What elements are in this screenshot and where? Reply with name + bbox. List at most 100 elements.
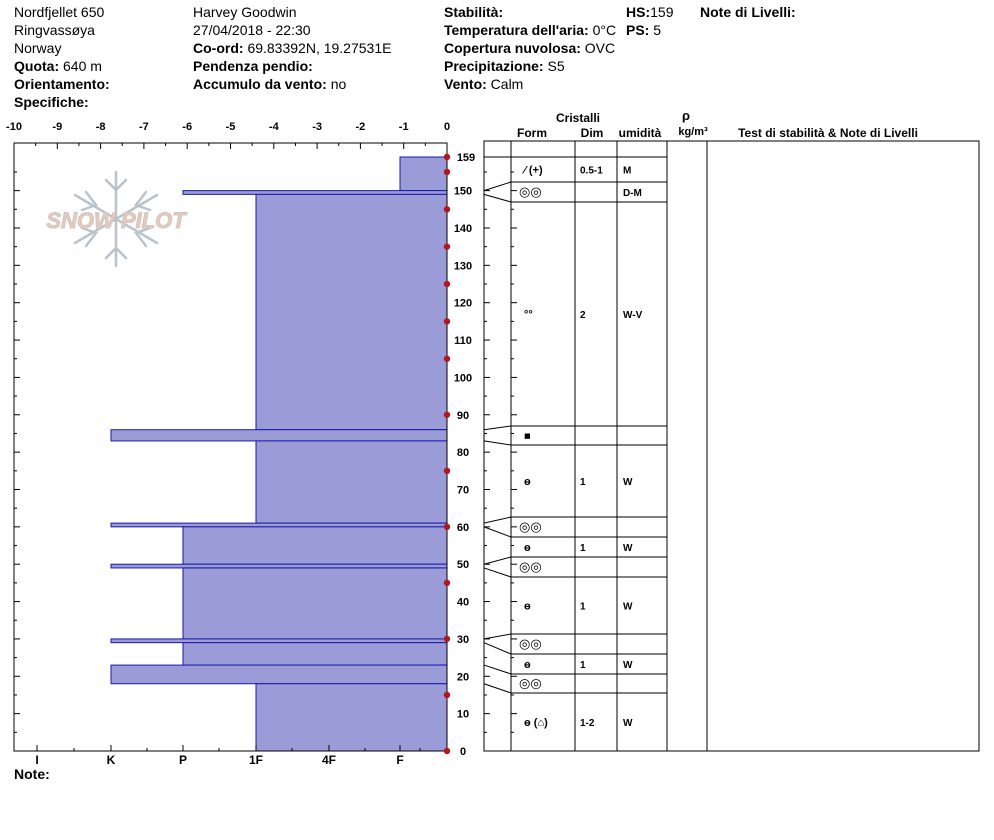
hardness-bar [182, 567, 448, 640]
layer-connector [483, 683, 512, 694]
layer-connector [483, 633, 512, 640]
temperature-point [443, 579, 451, 587]
layer-connector [483, 556, 512, 565]
height-tick-label: 30 [457, 634, 469, 646]
height-tick-label: 110 [454, 335, 472, 347]
grain-form: ɵ (⌂) [524, 717, 548, 729]
height-tick-label: 0 [460, 746, 466, 758]
layer-connector [483, 526, 512, 538]
grain-form: ■ [524, 431, 531, 443]
hardness-bar [182, 190, 448, 195]
altitude: Quota: 640 m [14, 58, 102, 74]
temp-tick-label: -4 [269, 121, 280, 133]
temperature-point [443, 355, 451, 362]
layer-connector [483, 642, 512, 655]
grain-size: 0.5-1 [580, 166, 603, 177]
coordinates: Co-ord: 69.83392N, 19.27531E [193, 40, 392, 56]
hardness-bar [110, 563, 448, 569]
observer: Harvey Goodwin [193, 4, 297, 20]
temp-tick-label: -5 [226, 121, 236, 133]
height-tick-label: 70 [457, 484, 469, 496]
hardness-label: 4F [322, 753, 336, 767]
hardness-bar [255, 440, 448, 524]
column-headers: Cristalli Form Dim umidità ρ kg/m³ Test … [517, 108, 918, 140]
temperature-point [443, 747, 451, 755]
form-header: Form [517, 126, 547, 140]
temp-tick-label: -1 [399, 121, 409, 133]
snowflake-icon [73, 170, 159, 268]
layer-connector [483, 181, 512, 192]
stability-notes-header: Test di stabilità & Note di Livelli [738, 126, 918, 140]
penetration: PS: 5 [626, 22, 662, 38]
location: Ringvassøya [14, 22, 95, 38]
cloud-cover: Copertura nuvolosa: OVC [444, 40, 616, 56]
table-frame [483, 140, 980, 752]
grain-form: ɵ [524, 659, 531, 671]
temperature-point [443, 411, 451, 418]
moisture-value: W [623, 660, 633, 671]
height-tick-label: 10 [457, 709, 469, 721]
hardness-label: P [179, 753, 187, 767]
height-tick-label: 60 [457, 522, 469, 534]
density-symbol: ρ [682, 108, 690, 123]
moisture-value: W [623, 477, 633, 488]
grain-form: ◎◎ [519, 559, 542, 574]
moisture-value: W [623, 718, 633, 729]
size-header: Dim [581, 126, 604, 140]
hardness-label: I [35, 753, 38, 767]
height-tick-label: 90 [457, 410, 469, 422]
air-temperature: Temperatura dell'aria: 0°C [444, 22, 617, 38]
grain-form: ◎◎ [519, 519, 542, 534]
watermark-text: SNOW PILOT [46, 208, 187, 233]
layer-notes-title: Note di Livelli: [700, 4, 796, 20]
grain-size: 1 [580, 543, 586, 554]
stability: Stabilità: [444, 4, 504, 20]
density-unit: kg/m³ [678, 126, 708, 138]
hardness-bar [182, 526, 448, 565]
crystals-header: Cristalli [556, 111, 600, 125]
moisture-value: W-V [623, 310, 643, 321]
left-axes: -10 -9 -8 -7 -6 -5 -4 -3 -2 -1 0I K P 1F 4F F0102030405… [6, 121, 517, 767]
temp-tick-label: -7 [139, 121, 149, 133]
temperature-point [443, 691, 451, 699]
temperature-point [443, 153, 451, 161]
hardness-profile [110, 156, 448, 752]
height-tick-label: 140 [454, 223, 472, 235]
temperature-point [443, 318, 451, 325]
observation-datetime: 27/04/2018 - 22:30 [193, 22, 311, 38]
height-tick-label: 150 [454, 186, 472, 198]
layer-connector [483, 193, 512, 203]
height-tick-label: 40 [457, 597, 469, 609]
grain-size: 2 [580, 310, 586, 321]
notes-label: Note: [14, 766, 50, 782]
temperature-point [443, 168, 451, 176]
temperature-point [443, 467, 451, 475]
height-tick-label: 130 [454, 260, 472, 272]
hardness-bar [110, 429, 448, 442]
moisture-value: M [623, 166, 631, 177]
temperature-point [443, 523, 451, 531]
height-tick-label: 50 [457, 559, 469, 571]
hardness-bar [182, 642, 448, 666]
hardness-label: 1F [249, 753, 263, 767]
moisture-value: W [623, 602, 633, 613]
height-tick-label: 80 [457, 447, 469, 459]
temperature-markers [443, 153, 451, 755]
wind-loading: Accumulo da vento: no [193, 76, 347, 92]
height-tick-label: 120 [454, 298, 472, 310]
grain-size: 1 [580, 602, 586, 613]
grain-form: ◎◎ [519, 184, 542, 199]
layer-connector [483, 567, 512, 578]
grain-form: °° [524, 309, 533, 321]
site-name: Nordfjellet 650 [14, 4, 105, 20]
hardness-bar [110, 638, 448, 644]
grain-form: ɵ [524, 601, 531, 613]
temp-tick-label: -6 [182, 121, 192, 133]
moisture-header: umidità [619, 126, 662, 140]
hardness-bar [110, 664, 448, 685]
layer-connector [483, 516, 512, 524]
precipitation: Precipitazione: S5 [444, 58, 565, 74]
grain-form: ◎◎ [519, 676, 542, 691]
slope: Pendenza pendio: [193, 58, 313, 74]
